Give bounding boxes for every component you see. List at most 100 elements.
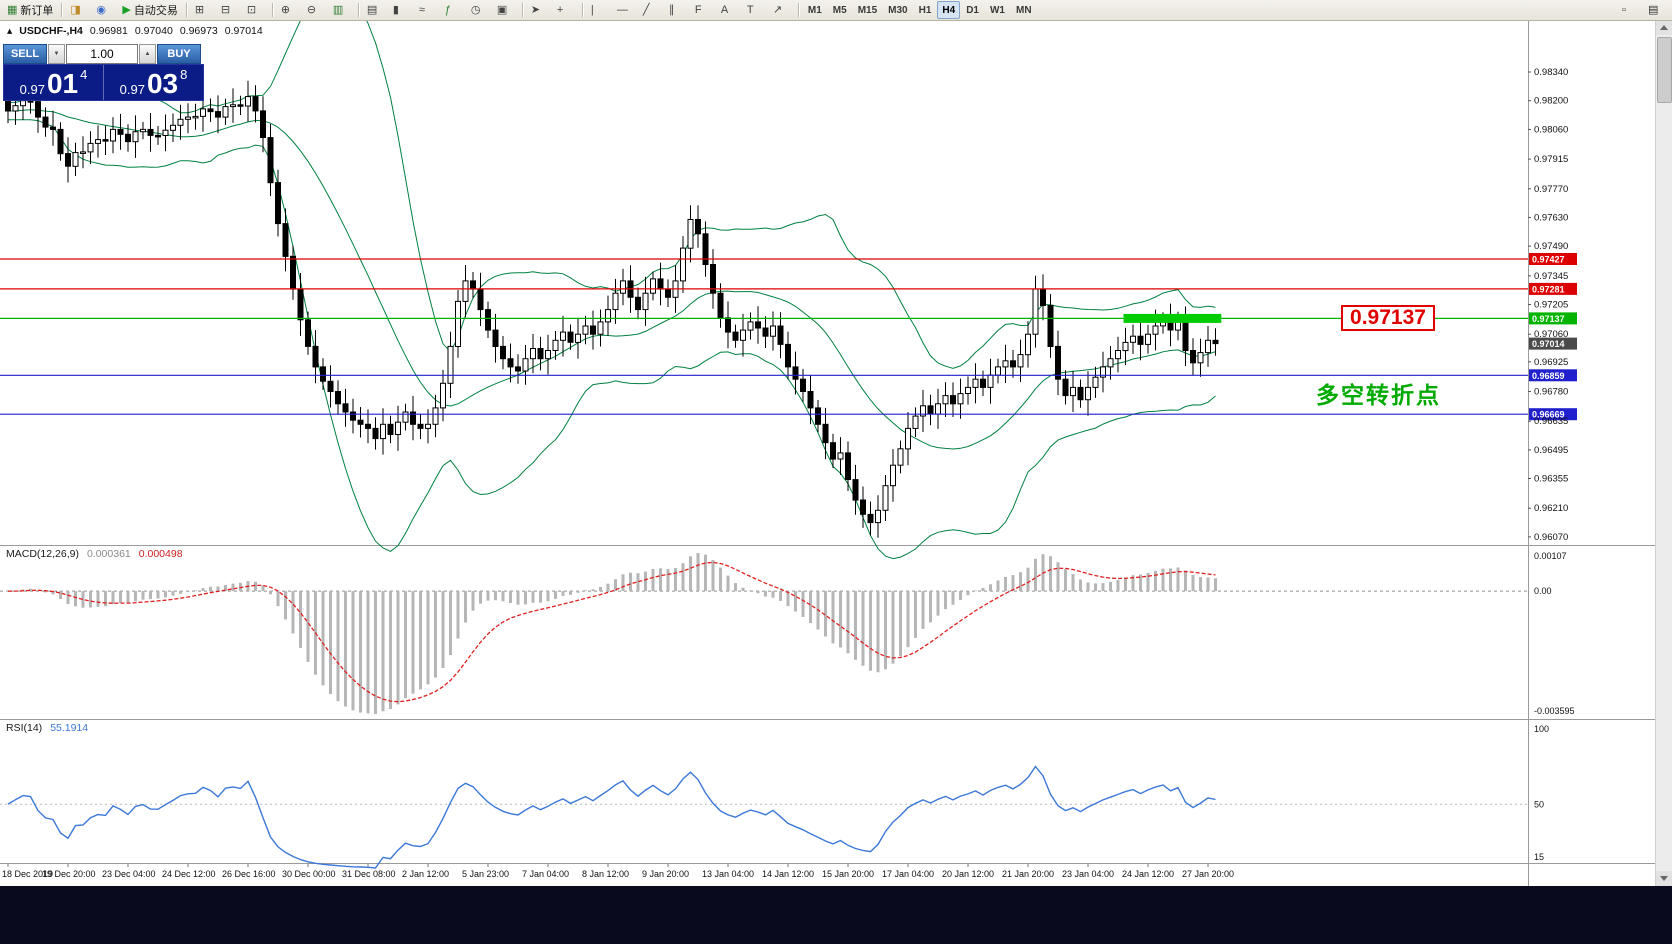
new-order-button-glyph: ▦ (7, 4, 18, 16)
arrange-windows-icon-glyph: ⊡ (246, 4, 257, 16)
price-axis-label: 0.96070 (1534, 532, 1568, 543)
sell-button[interactable]: SELL (3, 44, 47, 64)
crosshair-icon[interactable]: + (553, 1, 578, 19)
price-axis-label: 0.97345 (1534, 271, 1568, 282)
price-axis-label: 0.96355 (1534, 474, 1568, 485)
cascade-windows-icon[interactable]: ⊟ (217, 1, 242, 19)
price-tag-label: 0.97014 (1532, 339, 1565, 349)
toolbar-separator (797, 3, 799, 17)
volume-step-down-button[interactable]: ▼ (48, 44, 65, 64)
arrow-tools-icon[interactable]: ↗ (769, 1, 794, 19)
scroll-up-button[interactable] (1656, 20, 1672, 35)
volume-step-up-button[interactable]: ▲ (139, 44, 156, 64)
timeframe-m30-button[interactable]: M30 (888, 4, 908, 16)
highlight-rectangle[interactable] (1123, 313, 1222, 323)
ohlc-high: 0.97040 (134, 25, 173, 37)
price-axis-label: 0.98060 (1534, 124, 1568, 135)
periods-icon[interactable]: ◷ (467, 1, 492, 19)
price-axis-label: 0.98200 (1534, 96, 1568, 107)
price-tag-label: 0.97137 (1532, 314, 1565, 324)
timeframe-mn-button[interactable]: MN (1015, 4, 1032, 16)
new-chart-window-icon-glyph: ▫ (1622, 4, 1626, 16)
sell-price-big-digits: 01 (46, 68, 79, 99)
scrollbar-thumb[interactable] (1657, 37, 1672, 103)
price-axis-label: 0.96495 (1534, 445, 1568, 456)
price-axis[interactable]: 0.98340 0.98200 0.98060 0.97915 0.97770 0.976… (1528, 67, 1568, 543)
text-label-icon-glyph: T (746, 4, 754, 16)
fibonacci-icon[interactable]: F (691, 1, 716, 19)
tile-windows-icon[interactable]: ⊞ (191, 1, 216, 19)
autotrading-button[interactable]: ▶ 自动交易 (118, 1, 181, 19)
channel-icon[interactable]: ∥ (665, 1, 690, 19)
time-axis-label: 9 Jan 20:00 (642, 869, 689, 879)
vertical-line-icon-glyph: | (590, 4, 594, 16)
new-order-button[interactable]: ▦ 新订单 (3, 1, 57, 19)
autotrading-button-label: 自动交易 (133, 5, 178, 17)
price-tag (1529, 369, 1577, 382)
macd-axis-label: 0.00107 (1534, 551, 1567, 561)
price-tag (1529, 408, 1577, 421)
text-icon[interactable]: A (717, 1, 742, 19)
trendline-icon[interactable]: ╱ (639, 1, 664, 19)
window-list-icon[interactable]: ▤ (1644, 1, 1669, 19)
line-chart-icon[interactable]: ≈ (415, 1, 440, 19)
buy-price-big-digits: 03 (146, 68, 179, 99)
templates-icon[interactable]: ▣ (493, 1, 518, 19)
price-divider (103, 65, 104, 100)
buy-button[interactable]: BUY (157, 44, 201, 64)
candlestick-chart-icon[interactable]: ▮ (389, 1, 414, 19)
zoom-in-icon[interactable]: ⊕ (277, 1, 302, 19)
time-axis-label: 18 Dec 2019 (2, 869, 53, 879)
timeframe-m5-button[interactable]: M5 (832, 4, 847, 16)
layout-profile-icon[interactable]: ◨ (66, 1, 91, 19)
periods-icon-glyph: ◷ (470, 4, 481, 16)
timeframe-m1-button[interactable]: M1 (807, 4, 822, 16)
zoom-out-icon[interactable]: ⊖ (303, 1, 328, 19)
zoom-in-icon-glyph: ⊕ (280, 4, 291, 16)
toolbar-separator (581, 3, 583, 17)
scroll-down-button[interactable] (1656, 871, 1672, 886)
vertical-line-icon[interactable]: | (587, 1, 612, 19)
vertical-scrollbar[interactable] (1655, 20, 1672, 886)
price-axis-label: 0.97915 (1534, 154, 1568, 165)
auto-scroll-icon[interactable]: ▥ (329, 1, 354, 19)
time-axis-label: 14 Jan 12:00 (762, 869, 814, 879)
cursor-icon[interactable]: ➤ (527, 1, 552, 19)
time-axis-label: 17 Jan 04:00 (882, 869, 934, 879)
timeframe-h4-button[interactable]: H4 (937, 1, 961, 19)
timeframe-d1-button[interactable]: D1 (966, 4, 979, 16)
panel-separators (0, 20, 1656, 886)
time-axis-label: 30 Dec 00:00 (282, 869, 336, 879)
fibonacci-icon-glyph: F (694, 4, 702, 16)
volume-input[interactable] (66, 44, 138, 64)
new-chart-window-icon[interactable]: ▫ (1618, 1, 1643, 19)
buy-price-display[interactable]: 0.97 03 8 (104, 65, 203, 100)
time-axis-label: 31 Dec 08:00 (342, 869, 396, 879)
new-order-button-label: 新订单 (20, 5, 54, 17)
toolbar-separator (61, 3, 63, 17)
time-axis-label: 23 Jan 04:00 (1062, 869, 1114, 879)
refresh-icon[interactable]: ◉ (92, 1, 117, 19)
collapse-icon[interactable]: ▴ (7, 25, 13, 37)
timeframe-h1-button[interactable]: H1 (918, 4, 932, 16)
horizontal-line-icon[interactable]: — (613, 1, 638, 19)
arrange-windows-icon[interactable]: ⊡ (243, 1, 268, 19)
price-tag (1529, 337, 1577, 350)
indicators-icon[interactable]: ƒ (441, 1, 466, 19)
crosshair-icon-glyph: + (556, 4, 564, 16)
bar-chart-icon[interactable]: ▤ (363, 1, 388, 19)
timeframe-m15-button[interactable]: M15 (857, 4, 878, 16)
up-arrow-icon (1660, 25, 1668, 30)
zoom-out-icon-glyph: ⊖ (306, 4, 317, 16)
price-level-callout[interactable]: 0.97137 (1341, 305, 1435, 331)
price-axis-label: 0.97205 (1534, 300, 1568, 311)
text-label-icon[interactable]: T (743, 1, 768, 19)
timeframe-w1-button[interactable]: W1 (989, 4, 1005, 16)
cursor-icon-glyph: ➤ (530, 4, 541, 16)
price-axis-label: 0.97630 (1534, 212, 1568, 223)
chart-symbol-period: USDCHF-,H4 (19, 25, 83, 37)
sell-price-display[interactable]: 0.97 01 4 (4, 65, 103, 100)
sell-price-prefix: 0.97 (19, 82, 45, 97)
